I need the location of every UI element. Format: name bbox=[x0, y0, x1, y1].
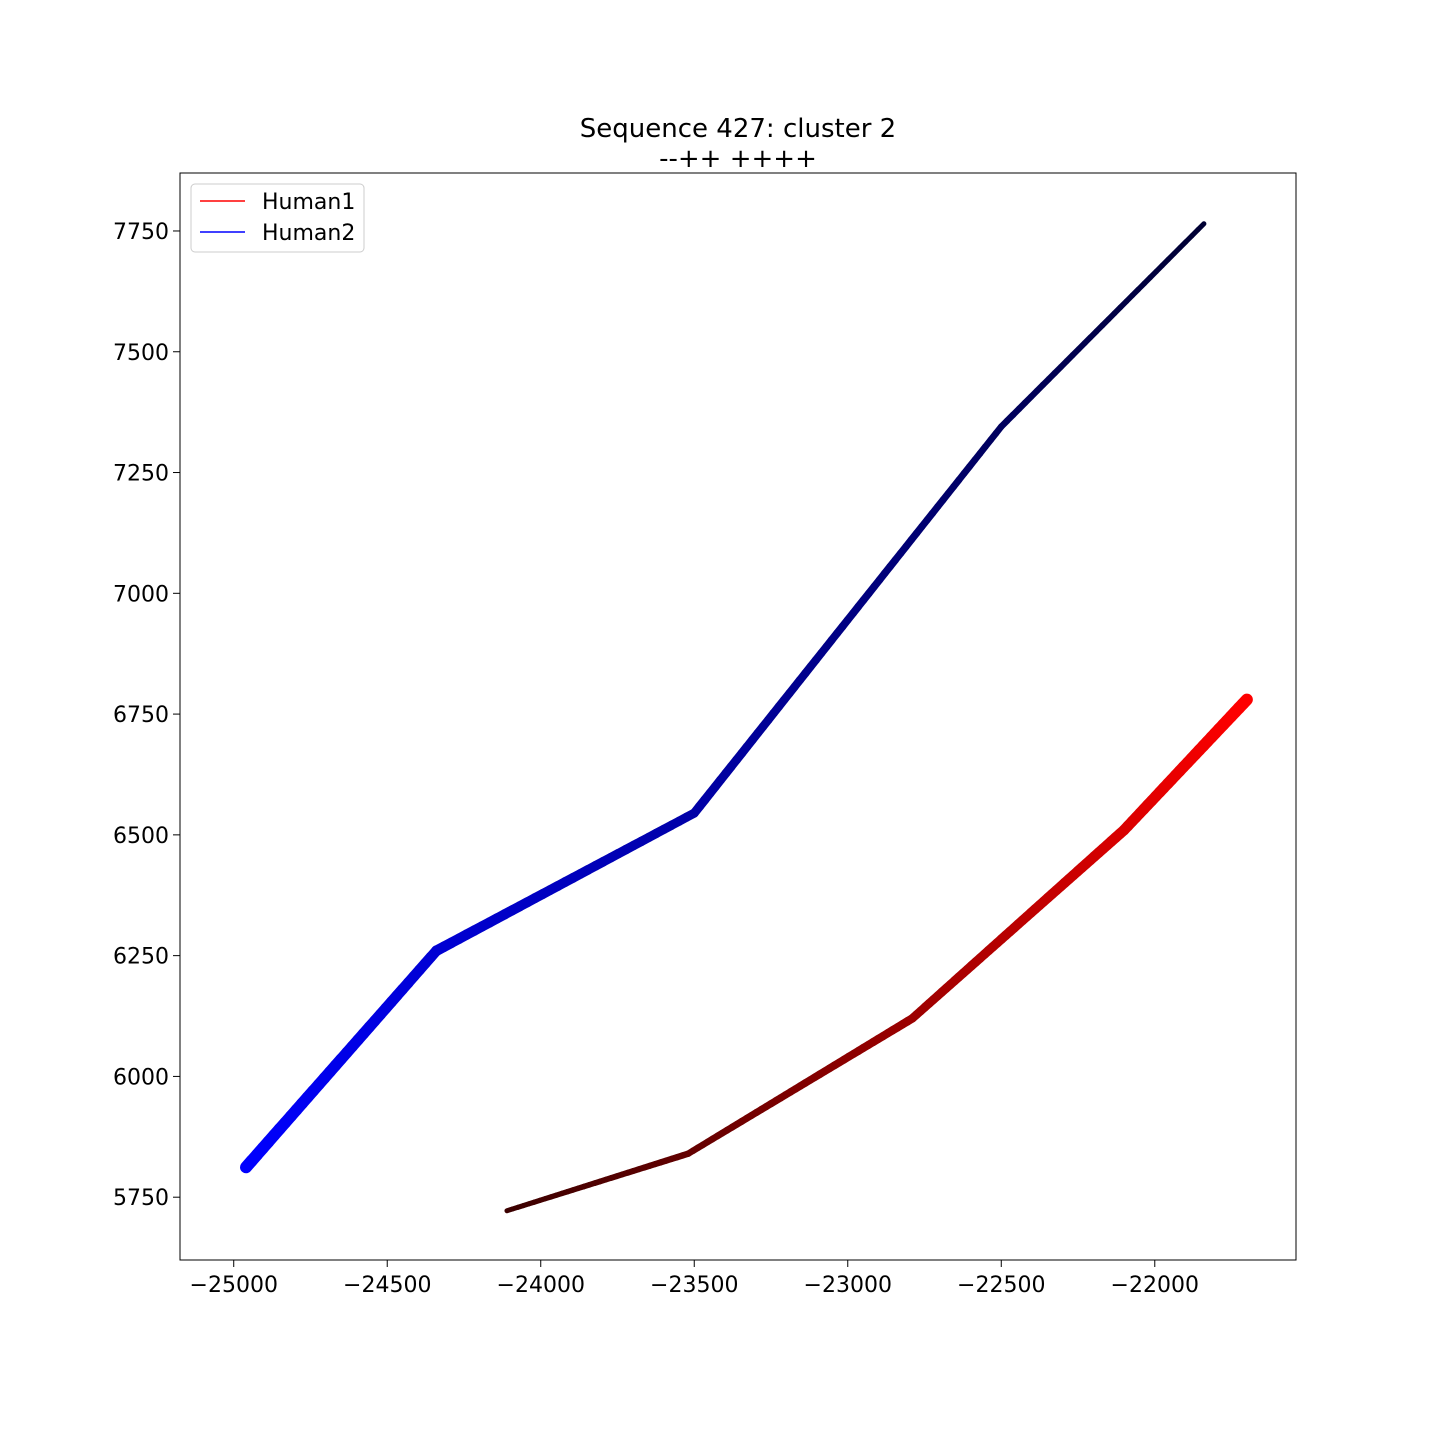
x-tick-label: −25000 bbox=[190, 1273, 278, 1298]
series-human1 bbox=[504, 693, 1253, 1214]
y-tick-label: 6000 bbox=[113, 1065, 169, 1090]
x-tick-label: −22500 bbox=[957, 1273, 1045, 1298]
chart-title: Sequence 427: cluster 2 bbox=[580, 114, 896, 144]
x-tick-label: −23500 bbox=[650, 1273, 738, 1298]
x-axis: −25000 −24500 −24000 −23500 −23000 −22500 −220… bbox=[190, 1260, 1199, 1298]
legend: Human1 Human2 bbox=[190, 183, 365, 253]
plot-frame bbox=[179, 172, 1297, 1261]
y-tick-label: 7750 bbox=[113, 220, 169, 245]
series-human2 bbox=[240, 221, 1207, 1174]
chart-subtitle: --++ ++++ bbox=[659, 144, 817, 174]
y-tick-label: 7250 bbox=[113, 462, 169, 487]
series-layer bbox=[240, 221, 1253, 1214]
series-segment bbox=[1236, 693, 1253, 710]
x-tick-label: −24500 bbox=[343, 1273, 431, 1298]
y-tick-label: 7500 bbox=[113, 341, 169, 366]
series-segment bbox=[1195, 221, 1207, 233]
y-tick-label: 6500 bbox=[113, 824, 169, 849]
legend-label-human2: Human2 bbox=[262, 221, 355, 246]
x-tick-label: −24000 bbox=[497, 1273, 585, 1298]
x-tick-label: −23000 bbox=[804, 1273, 892, 1298]
legend-label-human1: Human1 bbox=[262, 190, 355, 215]
y-axis: 5750 6000 6250 6500 6750 7000 7250 7500 7750 bbox=[113, 220, 180, 1211]
y-tick-label: 6250 bbox=[113, 945, 169, 970]
y-tick-label: 6750 bbox=[113, 703, 169, 728]
y-tick-label: 5750 bbox=[113, 1186, 169, 1211]
y-tick-label: 7000 bbox=[113, 582, 169, 607]
x-tick-label: −22000 bbox=[1111, 1273, 1199, 1298]
